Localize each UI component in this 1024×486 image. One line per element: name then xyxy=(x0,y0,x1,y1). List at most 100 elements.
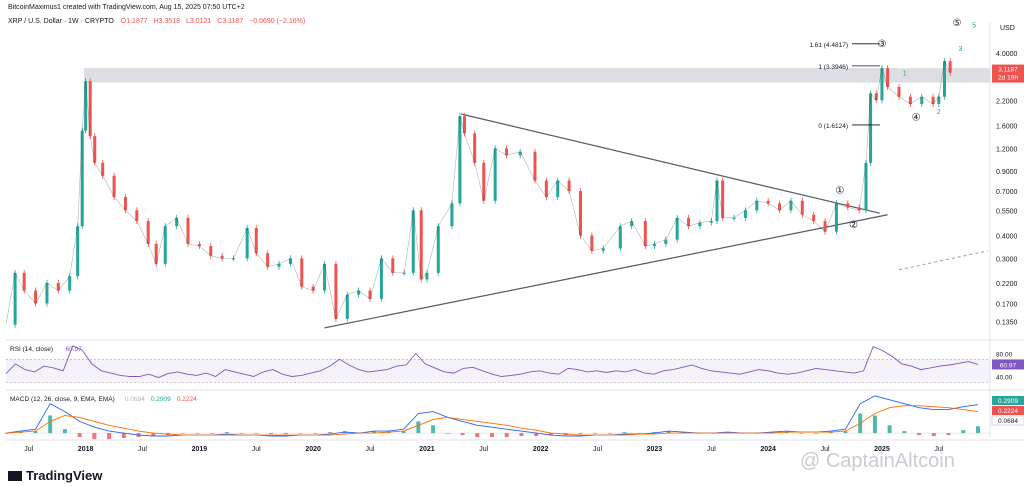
price-candle xyxy=(869,93,873,163)
macd-histogram-bar xyxy=(386,432,391,434)
macd-histogram-bar xyxy=(843,431,848,434)
macd-histogram-bar xyxy=(298,433,303,434)
macd-histogram-bar xyxy=(814,433,818,434)
price-candle xyxy=(715,180,719,222)
macd-histogram-bar xyxy=(107,433,112,439)
macd-histogram-bar xyxy=(283,433,288,435)
macd-histogram-bar xyxy=(828,432,833,434)
price-candle xyxy=(379,258,383,299)
price-candle xyxy=(34,290,38,304)
creator-line: BitcoinMaximus1 created with TradingView… xyxy=(8,4,245,11)
elliott-wave-label: ④ xyxy=(912,113,921,124)
macd-histogram-bar xyxy=(622,432,627,434)
macd-histogram-bar xyxy=(431,425,436,434)
time-axis-tick-label: 2022 xyxy=(533,446,549,453)
price-candle xyxy=(721,180,725,218)
price-candle xyxy=(68,276,72,291)
ohlc-close: C3.1187 xyxy=(217,18,244,25)
price-candle xyxy=(391,258,395,273)
macd-histogram-bar xyxy=(961,430,966,434)
time-axis-tick-label: 2018 xyxy=(78,446,94,453)
symbol-line[interactable]: XRP / U.S. Dollar · 1W · CRYPTO O1.1877 … xyxy=(8,18,305,25)
macd-histogram-bar xyxy=(578,433,583,435)
macd-histogram-bar xyxy=(799,433,804,434)
price-candle xyxy=(334,263,338,319)
price-axis-tick-label: 4.0000 xyxy=(996,51,1018,58)
macd-value-badge xyxy=(992,406,1024,415)
tradingview-logo-text: TradingView xyxy=(26,468,103,483)
tradingview-logo[interactable]: TradingView xyxy=(8,468,102,483)
price-candle xyxy=(402,272,406,274)
price-candle xyxy=(232,258,236,260)
time-axis-tick-label: Jul xyxy=(707,446,716,453)
price-candle xyxy=(834,203,838,232)
time-axis-tick-label: 2021 xyxy=(419,446,435,453)
time-axis-tick-label: 2023 xyxy=(647,446,663,453)
price-axis-tick-label: 2.2000 xyxy=(996,98,1018,105)
tradingview-logo-icon xyxy=(8,471,22,481)
wave-sublabel: 1 xyxy=(903,71,907,78)
price-series-line xyxy=(5,60,951,325)
price-candle xyxy=(300,258,304,287)
rsi-value-badge-label: 60.97 xyxy=(1000,362,1017,369)
price-candle xyxy=(345,294,349,319)
rsi-title: RSI (14, close) xyxy=(10,346,53,353)
resistance-band xyxy=(84,68,990,83)
price-candle xyxy=(556,180,560,198)
price-candle xyxy=(630,221,634,227)
rsi-line xyxy=(5,345,979,379)
price-candle xyxy=(931,96,935,104)
price-axis-tick-label: 0.4000 xyxy=(996,234,1018,241)
macd-histogram-bar xyxy=(652,432,656,434)
rsi-axis-tick-label: 80.00 xyxy=(996,352,1013,359)
time-axis-tick-label: Jul xyxy=(821,446,830,453)
price-candle xyxy=(220,255,224,259)
ohlc-open: O1.1877 xyxy=(120,18,148,25)
time-axis-tick-label: Jul xyxy=(138,446,147,453)
macd-title: MACD (12, 26, close, 9, EMA, EMA) xyxy=(10,396,115,403)
price-candle xyxy=(323,263,327,291)
price-candle xyxy=(698,222,702,227)
price-candle xyxy=(732,217,736,219)
macd-hist-value: 0.0684 xyxy=(125,396,145,403)
price-candle xyxy=(652,243,656,247)
last-price-countdown: 2d 19h xyxy=(998,75,1018,82)
macd-histogram-bar xyxy=(976,426,980,434)
macd-histogram-bar xyxy=(416,421,421,434)
macd-histogram-bar xyxy=(769,432,774,434)
macd-histogram-bar xyxy=(475,433,480,438)
price-candle xyxy=(254,227,258,254)
price-candle xyxy=(175,217,179,227)
price-candle xyxy=(462,116,466,134)
price-candle xyxy=(874,93,878,101)
price-candle xyxy=(864,162,868,211)
price-candle xyxy=(146,221,150,244)
wave-sublabel: 2 xyxy=(937,109,941,116)
macd-histogram-bar xyxy=(77,433,82,438)
macd-histogram-bar xyxy=(92,433,97,439)
price-candle xyxy=(533,151,537,181)
macd-histogram-bar xyxy=(725,432,730,434)
price-candle xyxy=(266,253,270,267)
price-candle xyxy=(857,207,861,211)
fib-level-label: 1.61 (4.4817) xyxy=(809,42,848,49)
price-candle xyxy=(93,136,97,163)
macd-histogram-bar xyxy=(18,432,23,434)
time-axis-tick-label: Jul xyxy=(479,446,488,453)
elliott-wave-label: ① xyxy=(835,185,844,196)
rsi-axis-tick-label: 40.00 xyxy=(996,375,1013,382)
macd-histogram-bar xyxy=(917,433,922,436)
macd-histogram-bar xyxy=(372,431,377,434)
price-axis-tick-label: 1.2000 xyxy=(996,146,1018,153)
price-candle xyxy=(800,200,804,215)
price-candle xyxy=(643,221,647,247)
price-candle xyxy=(755,200,759,211)
ohlc-high: H3.3518 xyxy=(153,18,181,25)
price-candle xyxy=(311,286,315,291)
macd-histogram-bar xyxy=(946,433,951,436)
time-axis-tick-label: Jul xyxy=(24,446,33,453)
macd-histogram-bar xyxy=(401,431,406,434)
price-candle xyxy=(846,203,850,208)
price-candle xyxy=(368,290,372,299)
